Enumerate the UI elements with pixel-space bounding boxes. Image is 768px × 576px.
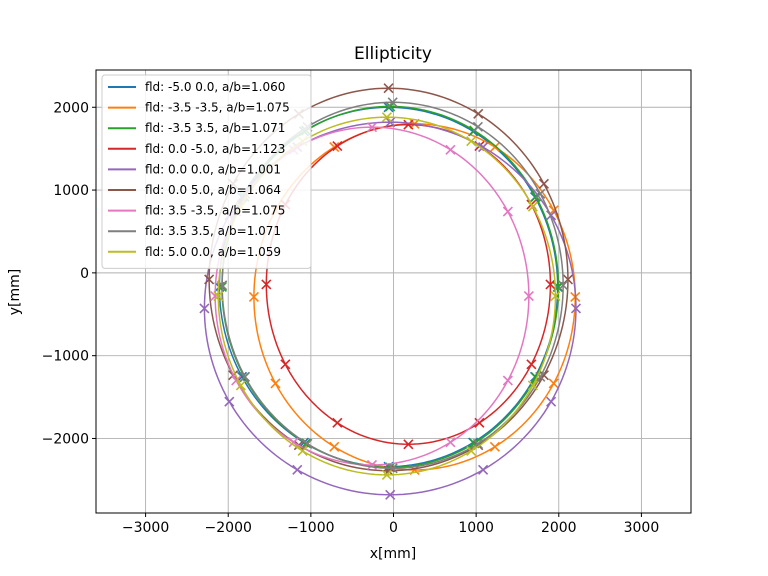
data-point-marker — [472, 121, 483, 132]
data-point-marker — [329, 441, 340, 452]
data-point-marker — [527, 380, 538, 391]
data-point-marker — [545, 279, 556, 290]
data-point-marker — [550, 290, 561, 302]
data-point-marker — [381, 469, 392, 480]
data-point-marker — [270, 378, 281, 389]
axis-ticks: −3000 −2000 −1000 0 1000 2000 3000 −2000 −1000 0 1… — [42, 100, 660, 536]
data-point-marker — [204, 274, 215, 285]
data-point-marker — [538, 178, 549, 189]
y-tick-label: −1000 — [42, 349, 89, 365]
data-point-marker — [213, 290, 224, 302]
data-point-marker — [570, 303, 582, 314]
data-point-marker — [478, 464, 489, 475]
legend-entry: fld: -3.5 3.5, a/b=1.071 — [145, 121, 285, 135]
data-point-marker — [403, 439, 414, 450]
data-point-marker — [466, 136, 477, 147]
data-point-marker — [292, 464, 303, 475]
data-point-marker — [478, 142, 489, 153]
data-point-marker — [474, 417, 485, 428]
data-point-marker — [366, 122, 378, 133]
y-tick-label: 2000 — [53, 100, 89, 116]
data-point-marker — [385, 489, 396, 500]
x-tick-label: −3000 — [122, 520, 169, 536]
data-point-marker — [558, 280, 569, 291]
data-point-marker — [387, 97, 398, 108]
data-point-marker — [445, 144, 456, 155]
chart-title: Ellipticity — [354, 44, 432, 64]
legend-entry: fld: -5.0 0.0, a/b=1.060 — [145, 80, 285, 94]
data-point-marker — [546, 396, 557, 407]
x-tick-label: 0 — [389, 520, 398, 536]
data-point-marker — [526, 359, 537, 370]
legend-entry: fld: 0.0 0.0, a/b=1.001 — [145, 162, 281, 176]
legend-entry: fld: 0.0 -5.0, a/b=1.123 — [145, 142, 285, 156]
y-axis-label: y[mm] — [7, 269, 23, 315]
data-point-marker — [466, 445, 477, 457]
data-point-marker — [527, 201, 538, 212]
x-tick-label: 3000 — [624, 520, 660, 536]
data-point-marker — [261, 279, 272, 290]
data-point-marker — [502, 206, 513, 217]
data-point-marker — [224, 396, 235, 407]
legend-entry: fld: 0.0 5.0, a/b=1.064 — [145, 183, 281, 197]
x-tick-label: −2000 — [205, 520, 252, 536]
legend-entry: fld: 5.0 0.0, a/b=1.059 — [145, 245, 281, 259]
y-tick-label: −2000 — [42, 431, 89, 447]
data-point-marker — [248, 291, 259, 302]
data-point-marker — [332, 140, 343, 152]
data-point-marker — [403, 119, 414, 130]
legend-entry: fld: 3.5 -3.5, a/b=1.075 — [145, 204, 285, 218]
data-point-marker — [546, 210, 557, 221]
x-axis-label: x[mm] — [370, 546, 416, 562]
data-point-marker — [523, 290, 534, 302]
data-point-marker — [381, 112, 392, 123]
data-point-marker — [236, 371, 248, 382]
legend-entry: fld: -3.5 -3.5, a/b=1.075 — [145, 101, 290, 115]
data-point-marker — [288, 437, 299, 448]
legend-entry: fld: 3.5 3.5, a/b=1.071 — [145, 224, 281, 238]
data-point-marker — [385, 117, 396, 128]
data-point-marker — [239, 371, 251, 382]
data-point-marker — [235, 380, 246, 391]
x-tick-label: 1000 — [458, 520, 494, 536]
data-point-marker — [535, 188, 546, 199]
data-point-marker — [199, 303, 210, 314]
data-point-marker — [297, 445, 308, 457]
y-tick-label: 1000 — [53, 183, 89, 199]
data-point-marker — [383, 83, 394, 94]
x-tick-label: −1000 — [287, 520, 334, 536]
legend: fld: -5.0 0.0, a/b=1.060 fld: -3.5 -3.5, … — [101, 74, 312, 269]
data-point-marker — [502, 375, 513, 386]
data-point-marker — [302, 438, 313, 449]
x-tick-label: 2000 — [541, 520, 577, 536]
data-point-marker — [548, 378, 559, 389]
data-point-marker — [535, 371, 546, 382]
data-point-marker — [332, 417, 343, 428]
data-point-marker — [473, 108, 484, 119]
data-point-marker — [280, 359, 291, 370]
data-point-marker — [489, 441, 500, 452]
legend-box — [101, 74, 312, 269]
data-point-marker — [530, 191, 541, 202]
data-point-marker — [445, 437, 456, 448]
y-tick-label: 0 — [80, 266, 89, 282]
